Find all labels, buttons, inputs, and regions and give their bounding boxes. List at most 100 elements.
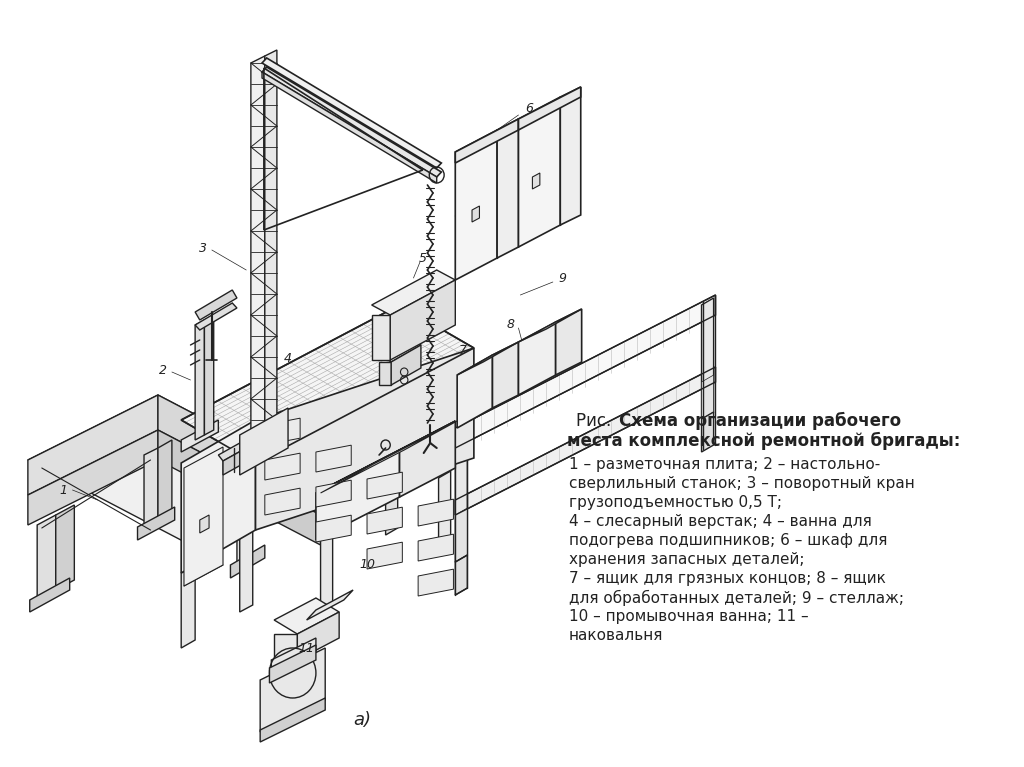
Text: для обработанных деталей; 9 – стеллаж;: для обработанных деталей; 9 – стеллаж; [568, 590, 903, 606]
Polygon shape [237, 483, 251, 565]
Polygon shape [316, 421, 456, 493]
Polygon shape [701, 298, 714, 419]
Polygon shape [37, 515, 55, 600]
Polygon shape [181, 305, 474, 463]
Polygon shape [372, 270, 456, 315]
Polygon shape [297, 612, 339, 660]
Polygon shape [438, 471, 451, 550]
Polygon shape [701, 412, 714, 452]
Polygon shape [269, 645, 316, 683]
Polygon shape [556, 309, 582, 375]
Text: Рис.: Рис. [577, 412, 622, 430]
Text: сверлильный станок; 3 – поворотный кран: сверлильный станок; 3 – поворотный кран [568, 476, 914, 491]
Text: Схема организации рабочего: Схема организации рабочего [618, 412, 901, 430]
Polygon shape [532, 173, 540, 189]
Polygon shape [518, 309, 582, 342]
Polygon shape [28, 395, 321, 545]
Polygon shape [456, 295, 716, 448]
Polygon shape [265, 418, 300, 445]
Polygon shape [262, 72, 436, 183]
Polygon shape [205, 315, 214, 435]
Polygon shape [390, 280, 456, 360]
Polygon shape [260, 648, 326, 732]
Polygon shape [456, 119, 518, 163]
Polygon shape [181, 565, 196, 648]
Polygon shape [493, 342, 518, 408]
Polygon shape [262, 58, 441, 168]
Polygon shape [379, 338, 421, 362]
Text: 3: 3 [199, 242, 207, 255]
Polygon shape [265, 453, 300, 480]
Polygon shape [158, 430, 321, 545]
Polygon shape [386, 453, 397, 535]
Polygon shape [418, 534, 454, 561]
Polygon shape [184, 447, 223, 586]
Polygon shape [472, 206, 479, 222]
Text: 1 – разметочная плита; 2 – настольно-: 1 – разметочная плита; 2 – настольно- [568, 457, 880, 472]
Text: 10 – промывочная ванна; 11 –: 10 – промывочная ванна; 11 – [568, 609, 808, 624]
Polygon shape [274, 598, 339, 634]
Polygon shape [28, 430, 158, 525]
Polygon shape [200, 515, 209, 533]
Text: наковальня: наковальня [568, 628, 663, 643]
Polygon shape [456, 508, 467, 562]
Polygon shape [260, 698, 326, 742]
Polygon shape [367, 472, 402, 499]
Polygon shape [457, 355, 493, 428]
Polygon shape [240, 531, 253, 612]
Polygon shape [274, 634, 297, 660]
Polygon shape [158, 440, 172, 520]
Text: 2: 2 [159, 364, 167, 377]
Polygon shape [185, 453, 214, 493]
Polygon shape [560, 87, 581, 225]
Polygon shape [456, 130, 497, 280]
Polygon shape [456, 367, 716, 515]
Polygon shape [144, 448, 158, 527]
Polygon shape [518, 87, 581, 130]
Polygon shape [223, 448, 246, 475]
Polygon shape [30, 578, 70, 612]
Polygon shape [316, 480, 351, 507]
Polygon shape [399, 421, 456, 497]
Polygon shape [181, 420, 256, 573]
Polygon shape [196, 303, 237, 330]
Text: 4: 4 [284, 351, 292, 364]
Text: места комплексной ремонтной бригады:: места комплексной ремонтной бригады: [567, 432, 961, 450]
Polygon shape [196, 290, 237, 320]
Text: 6: 6 [525, 101, 534, 114]
Text: а): а) [353, 711, 372, 729]
Polygon shape [418, 569, 454, 596]
Polygon shape [391, 345, 421, 385]
Polygon shape [256, 348, 474, 530]
Text: хранения запасных деталей;: хранения запасных деталей; [568, 552, 804, 567]
Polygon shape [379, 362, 391, 385]
Text: 4 – слесарный верстак; 4 – ванна для: 4 – слесарный верстак; 4 – ванна для [568, 514, 871, 529]
Polygon shape [185, 517, 214, 557]
Text: 1: 1 [59, 483, 68, 496]
Polygon shape [230, 545, 265, 578]
Polygon shape [218, 442, 246, 461]
Polygon shape [316, 515, 351, 542]
Text: грузоподъемностью 0,5 Т;: грузоподъемностью 0,5 Т; [568, 495, 781, 510]
Polygon shape [158, 395, 321, 515]
Polygon shape [181, 420, 218, 452]
Polygon shape [497, 119, 518, 258]
Text: подогрева подшипников; 6 – шкаф для: подогрева подшипников; 6 – шкаф для [568, 533, 887, 548]
Polygon shape [306, 590, 353, 620]
Polygon shape [271, 638, 316, 682]
Polygon shape [367, 542, 402, 569]
Polygon shape [240, 408, 288, 475]
Polygon shape [701, 375, 714, 419]
Polygon shape [518, 322, 556, 395]
Polygon shape [262, 67, 441, 177]
Text: 7 – ящик для грязных концов; 8 – ящик: 7 – ящик для грязных концов; 8 – ящик [568, 571, 886, 586]
Polygon shape [251, 56, 265, 442]
Polygon shape [418, 499, 454, 526]
Polygon shape [55, 505, 75, 590]
Polygon shape [316, 450, 399, 540]
Polygon shape [185, 485, 214, 525]
Polygon shape [457, 342, 518, 375]
Polygon shape [372, 315, 390, 360]
Text: 7: 7 [459, 344, 467, 357]
Text: 11: 11 [299, 641, 314, 654]
